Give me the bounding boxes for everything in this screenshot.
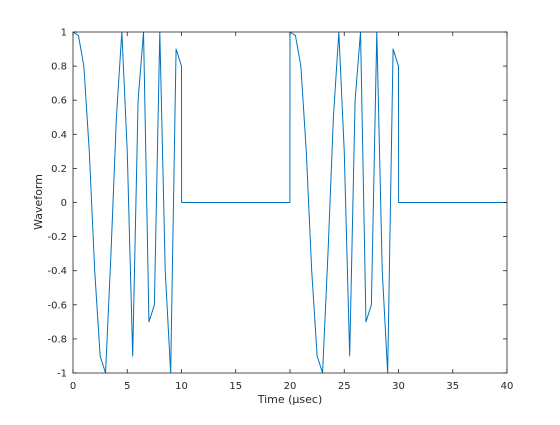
x-tick-label: 20 [284, 381, 297, 392]
y-tick-label: -0.2 [47, 232, 67, 243]
y-tick-label: 0.4 [51, 130, 67, 141]
x-tick-label: 0 [70, 381, 76, 392]
x-axis-label: Time (μsec) [257, 393, 323, 406]
x-tick-label: 25 [338, 381, 351, 392]
y-tick-label: 0 [61, 198, 67, 209]
y-axis-label: Waveform [32, 174, 45, 230]
x-tick-label: 40 [501, 381, 514, 392]
y-tick-label: 1 [61, 28, 67, 39]
x-tick-label: 35 [446, 381, 459, 392]
y-tick-label: -0.8 [47, 334, 67, 345]
y-tick-label: 0.6 [51, 96, 67, 107]
y-tick-label: 0.8 [51, 62, 67, 73]
x-tick-label: 10 [175, 381, 188, 392]
x-tick-label: 30 [392, 381, 405, 392]
y-tick-label: -1 [57, 369, 67, 380]
y-tick-label: -0.6 [47, 300, 67, 311]
y-tick-label: 0.2 [51, 164, 67, 175]
x-tick-label: 15 [229, 381, 242, 392]
x-tick-label: 5 [124, 381, 130, 392]
x-axis-ticks: 0 5 10 15 20 25 30 35 40 [70, 32, 514, 392]
series-line-1 [72, 31, 507, 374]
series-layer [72, 31, 507, 374]
y-axis-ticks: -1 -0.8 -0.6 -0.4 -0.2 0 0.2 0.4 0.6 0.8 1 [47, 28, 507, 380]
y-tick-label: -0.4 [47, 266, 67, 277]
